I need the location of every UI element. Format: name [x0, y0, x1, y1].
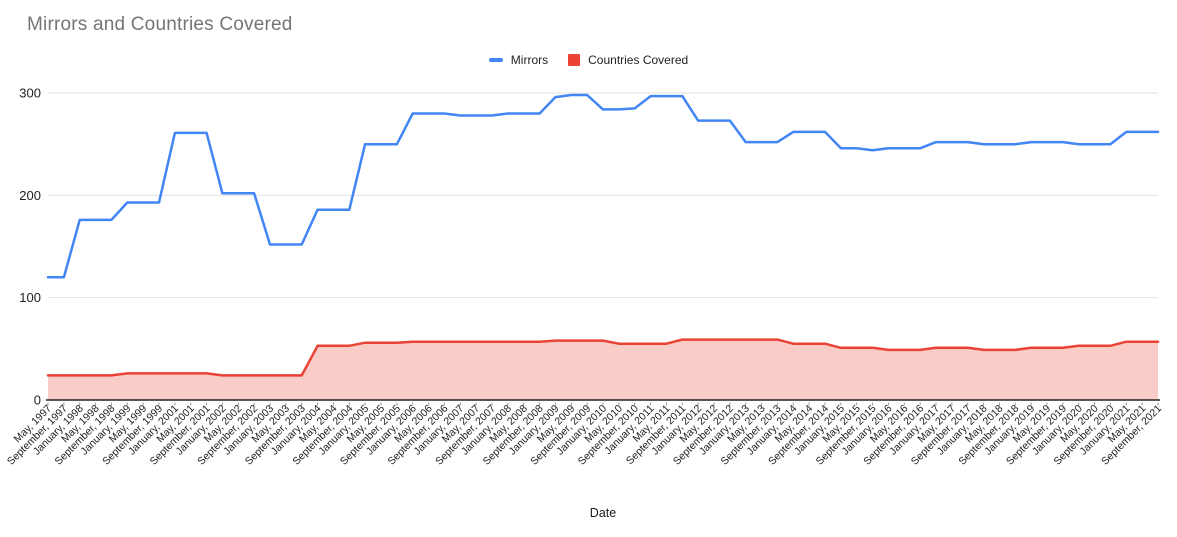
- legend-item-countries-covered[interactable]: Countries Covered: [568, 53, 688, 67]
- countries-covered-area-fill: [48, 339, 1158, 400]
- y-axis-label: 200: [19, 188, 41, 203]
- legend-item-mirrors[interactable]: Mirrors: [488, 53, 549, 67]
- chart-title: Mirrors and Countries Covered: [27, 14, 293, 35]
- countries-series-swatch-icon: [568, 54, 581, 66]
- y-axis-label: 300: [19, 86, 41, 101]
- mirrors-series-swatch-icon: [488, 58, 503, 62]
- legend: Mirrors Countries Covered: [0, 53, 1177, 67]
- legend-label-mirrors: Mirrors: [510, 53, 549, 67]
- y-axis-label: 0: [34, 393, 41, 408]
- countries-covered-line: [46, 338, 1160, 377]
- x-axis-title: Date: [589, 506, 617, 520]
- mirrors-line: [46, 93, 1160, 279]
- y-axis-label: 100: [19, 290, 41, 305]
- legend-label-countries-covered: Countries Covered: [588, 53, 689, 67]
